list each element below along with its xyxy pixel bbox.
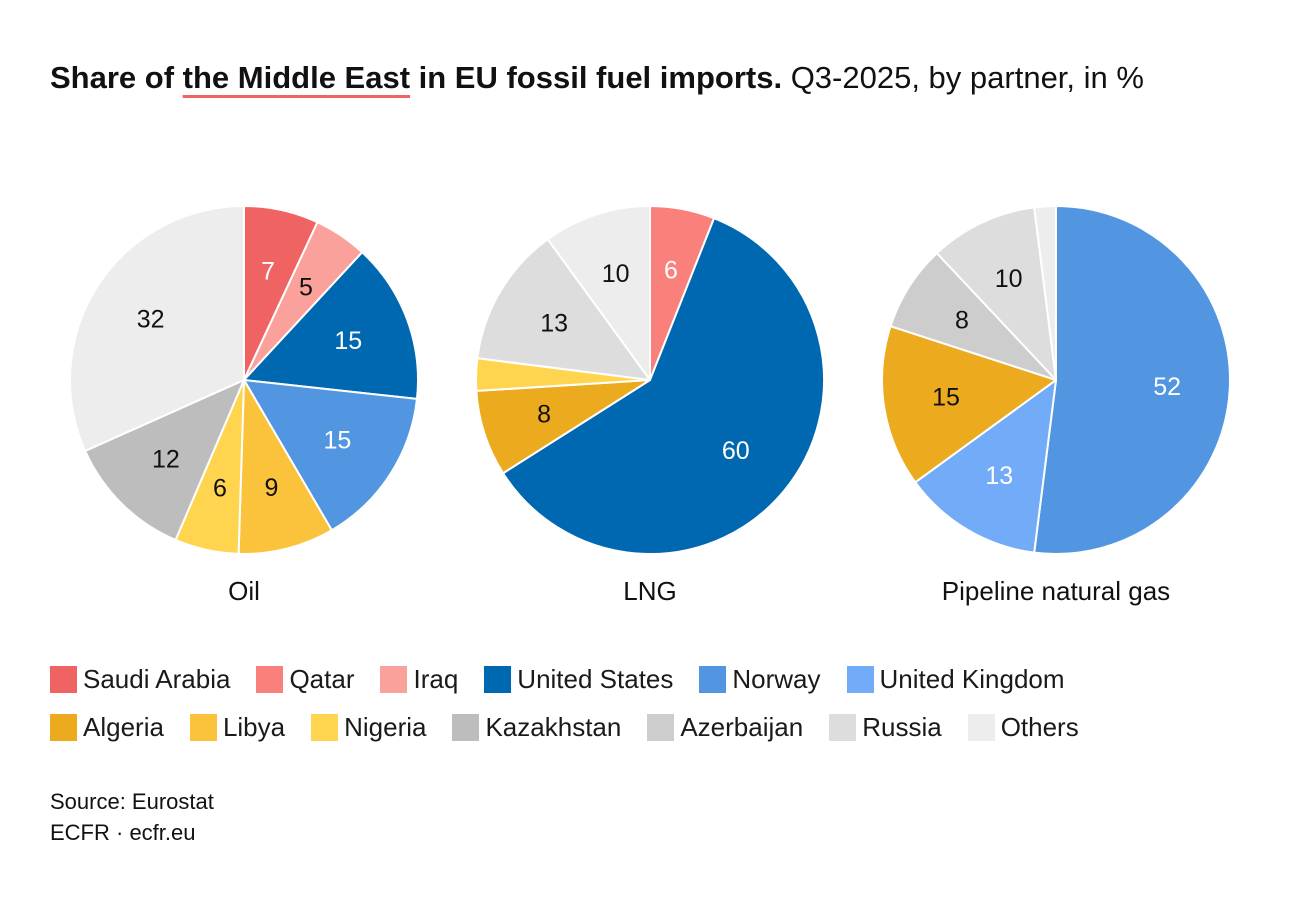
oil-chart-title: Oil	[228, 576, 260, 606]
lng-label-russia: 13	[540, 309, 568, 337]
legend-label: Nigeria	[344, 711, 427, 742]
credit-note: ECFR · ecfr.eu	[50, 820, 196, 845]
oil-label-kazakhstan: 12	[152, 445, 180, 473]
legend-swatch	[829, 713, 857, 741]
lng-label-algeria: 8	[537, 400, 551, 428]
oil-label-norway: 15	[323, 427, 351, 455]
legend-item-nigeria: Nigeria	[311, 712, 426, 743]
title-subtitle: Q3-2025, by partner, in %	[782, 60, 1144, 95]
legend-item-iraq: Iraq	[380, 664, 458, 695]
legend-row: Algeria Libya Nigeria Kazakhstan Azerbaijan R…	[50, 703, 1250, 751]
legend-item-qatar: Qatar	[256, 664, 354, 695]
legend-swatch	[256, 665, 284, 693]
legend-label: Norway	[732, 663, 821, 694]
lng-label-qatar: 6	[664, 257, 678, 285]
pipeline-natural-gas-slice-others	[1033, 204, 1057, 381]
legend-label: Iraq	[413, 663, 459, 694]
lng-slice-others	[546, 205, 651, 381]
legend-swatch	[189, 713, 217, 741]
legend-label: Others	[1000, 711, 1079, 742]
legend-label: Libya	[222, 711, 286, 742]
legend-item-libya: Libya	[189, 711, 286, 743]
source-note: Source: Eurostat	[50, 789, 214, 814]
legend-swatch	[484, 665, 512, 693]
pipeline-natural-gas-slice-norway	[1033, 205, 1231, 555]
legend-label: Kazakhstan	[485, 711, 622, 742]
oil-label-libya: 9	[264, 474, 278, 502]
oil-slice-norway	[243, 379, 418, 532]
oil-slice-libya	[237, 379, 333, 555]
legend-item-others: Others	[967, 711, 1079, 743]
pipeline-natural-gas-slice-united-kingdom	[914, 379, 1057, 554]
legend-swatch	[311, 713, 339, 741]
pipeline-natural-gas-chart-title: Pipeline natural gas	[942, 576, 1170, 606]
oil-label-nigeria: 6	[213, 475, 227, 503]
legend-label: United Kingdom	[879, 663, 1065, 694]
pipeline-natural-gas-label-azerbaijan: 8	[955, 306, 969, 334]
oil-slice-united-states	[243, 251, 419, 400]
legend-swatch	[50, 665, 77, 693]
legend-row: Saudi Arabia Qatar Iraq United States Norway…	[50, 655, 1250, 703]
title-highlight: the Middle East	[182, 60, 411, 95]
pie-charts: 75 15 15 9 6 12 32 Oil 6 60 8 13 10 LNG 52 13 15 8 10 Pipel…	[69, 204, 1231, 606]
legend-label: Algeria	[83, 711, 164, 742]
chart-title: Share of the Middle East in EU fossil fu…	[50, 52, 1260, 104]
pipeline-natural-gas-label-russia: 10	[995, 265, 1023, 293]
oil-pie: 75 15 15 9 6 12 32 Oil	[69, 205, 419, 606]
pipeline-natural-gas-label-united-kingdom: 13	[985, 462, 1013, 490]
legend: Saudi Arabia Qatar Iraq United States Norway…	[50, 655, 1250, 751]
lng-label-others: 10	[602, 260, 630, 288]
oil-label-united-states: 15	[334, 327, 362, 355]
title-bold-start: Share of	[50, 60, 183, 95]
footer: Source: Eurostat ECFR · ecfr.eu	[50, 786, 214, 848]
lng-slice-united-states	[502, 217, 826, 556]
oil-label-others: 32	[137, 305, 165, 333]
oil-label-saudi-arabia: 7	[261, 257, 275, 285]
legend-swatch	[846, 665, 874, 693]
legend-swatch	[452, 713, 480, 741]
lng-slice-russia	[476, 238, 651, 381]
oil-label-iraq: 5	[299, 274, 313, 302]
oil-slice-kazakhstan	[84, 379, 245, 541]
legend-label: Russia	[862, 711, 942, 742]
legend-item-norway: Norway	[699, 663, 821, 695]
title-bold-end: in EU fossil fuel imports.	[410, 60, 783, 95]
legend-item-united-kingdom: United Kingdom	[846, 663, 1065, 695]
oil-slice-others	[69, 205, 245, 452]
pipeline-natural-gas-slice-russia	[935, 206, 1057, 381]
pipeline-natural-gas-label-algeria: 15	[932, 383, 960, 411]
lng-chart-title: LNG	[623, 576, 676, 606]
pipeline-natural-gas-label-norway: 52	[1153, 373, 1181, 401]
legend-item-saudi-arabia: Saudi Arabia	[50, 664, 230, 695]
legend-label: United States	[517, 663, 674, 694]
legend-item-russia: Russia	[829, 711, 942, 743]
legend-swatch	[647, 713, 675, 741]
legend-swatch	[699, 665, 727, 693]
legend-swatch	[380, 665, 408, 693]
pipeline-natural-gas-pie: 52 13 15 8 10 Pipeline natural gas	[881, 204, 1231, 606]
legend-label: Qatar	[289, 663, 355, 694]
pipeline-natural-gas-slice-algeria	[881, 325, 1057, 484]
legend-item-algeria: Algeria	[50, 712, 164, 743]
legend-label: Azerbaijan	[680, 711, 804, 742]
legend-item-united-states: United States	[484, 664, 673, 695]
lng-label-united-states: 60	[722, 437, 750, 465]
legend-label: Saudi Arabia	[83, 663, 231, 694]
legend-swatch	[50, 713, 77, 741]
legend-item-azerbaijan: Azerbaijan	[647, 712, 803, 743]
legend-item-kazakhstan: Kazakhstan	[452, 712, 621, 743]
lng-pie: 6 60 8 13 10 LNG	[475, 205, 826, 606]
legend-swatch	[967, 713, 995, 741]
